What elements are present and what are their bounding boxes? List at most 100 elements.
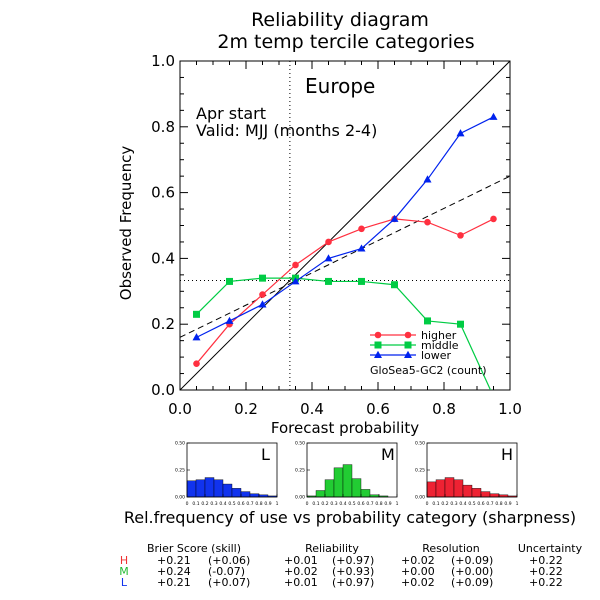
histogram-y-tick-label: 0.00 — [295, 495, 305, 501]
data-point-higher — [325, 238, 332, 246]
main-plot-area: 0.00.0 0.2 0.2 0.4 0.4 0.6 0.6 0.8 0.8 1.0 1.0 — [151, 52, 522, 418]
legend-marker-middle — [374, 341, 382, 349]
histogram-y-tick-label: 0.00 — [175, 495, 185, 501]
histogram-y-tick-label: 0.50 — [175, 441, 185, 447]
histogram-bar — [471, 488, 482, 498]
histogram-x-minor-label: 0.5 — [468, 501, 475, 507]
y-tick-label: 0.2 — [151, 315, 175, 333]
brier-skill-value: (+0.07) — [208, 576, 250, 589]
sharpness-panel-M: M 0.00 0.25 0.50 0 0.2 0.4 0.6 0.8 1 0.1 0.3 0.5 0.7 0… — [295, 441, 399, 508]
histogram-x-tick-label: 0.8 — [255, 501, 262, 507]
score-row-L: L +0.21 (+0.07) +0.01 (+0.97) +0.02 (+0.09) +0.… — [121, 576, 563, 589]
histogram-x-minor-label: 0.9 — [264, 501, 271, 507]
model-label: GloSea5-GC2 (count) — [370, 364, 487, 377]
uncertainty-value: +0.22 — [529, 554, 563, 567]
histogram-x-tick-label: 0.6 — [357, 501, 364, 507]
y-tick-label: 0.0 — [151, 381, 175, 399]
score-row-label: L — [121, 576, 128, 589]
reliability-value: +0.01 — [284, 554, 318, 567]
histogram-x-tick-label: 0.2 — [201, 501, 208, 507]
resolution-skill-value: (+0.00) — [451, 565, 493, 578]
resolution-skill-value: (+0.09) — [451, 554, 493, 567]
data-point-middle — [490, 393, 497, 400]
data-point-lower — [390, 214, 399, 222]
score-header: Uncertainty — [518, 542, 583, 555]
histogram-bar — [462, 484, 473, 498]
brier-skill-value: (-0.07) — [208, 565, 245, 578]
histogram-x-tick-label: 1 — [396, 501, 399, 507]
histogram-x-tick-label: 0.8 — [375, 501, 382, 507]
series-line-lower — [196, 116, 494, 338]
histogram-x-minor-label: 0.7 — [366, 501, 373, 507]
uncertainty-value: +0.22 — [529, 565, 563, 578]
histogram-x-tick-label: 0.2 — [321, 501, 328, 507]
resolution-value: +0.02 — [401, 576, 435, 589]
data-point-higher — [457, 232, 464, 239]
y-axis-label: Observed Frequency — [117, 146, 135, 301]
legend-label-lower: lower — [421, 349, 452, 362]
data-point-lower — [357, 244, 366, 252]
perfect-reliability-line — [179, 60, 511, 391]
histogram-bar — [213, 479, 224, 498]
data-point-lower — [291, 277, 300, 285]
data-point-higher — [424, 218, 431, 226]
chart-title: Reliability diagram — [251, 9, 429, 31]
valid-annotation: Valid: MJJ (months 2-4) — [196, 121, 377, 140]
reliability-value: +0.01 — [284, 576, 318, 589]
histogram-bar — [315, 490, 326, 498]
histogram-x-tick-label: 0.8 — [495, 501, 502, 507]
uncertainty-value: +0.22 — [529, 576, 563, 589]
regression-line — [180, 175, 510, 338]
data-point-lower — [225, 316, 234, 324]
sharpness-panel-H: H 0.00 0.25 0.50 0 0.2 0.4 0.6 0.8 1 0.1 0.3 0.5 0.7 0… — [415, 441, 519, 508]
score-header: Resolution — [422, 542, 480, 555]
histogram-bar — [342, 464, 353, 498]
histogram-x-minor-label: 0.5 — [228, 501, 235, 507]
histogram-bar — [426, 481, 437, 498]
histogram-y-tick-label: 0.00 — [415, 495, 425, 501]
score-header: Reliability — [305, 542, 359, 555]
score-table: Brier Score (skill) Reliability Resolution… — [119, 542, 582, 589]
data-point-middle — [457, 320, 464, 328]
histogram-bar — [444, 477, 455, 498]
histogram-bar — [360, 489, 371, 498]
score-row-H: H +0.21 (+0.06) +0.01 (+0.97) +0.02 (+0.09) +0.… — [120, 554, 563, 567]
score-row-M: M +0.24 (-0.07) +0.02 (+0.93) +0.00 (+0.00) +0.… — [119, 565, 562, 578]
histogram-category-letter: M — [381, 445, 395, 464]
histogram-bar — [186, 480, 197, 498]
reliability-value: +0.02 — [284, 565, 318, 578]
legend-label-higher: higher — [421, 329, 457, 342]
histogram-y-tick-label: 0.25 — [415, 468, 425, 474]
resolution-skill-value: (+0.09) — [451, 576, 493, 589]
data-point-middle — [325, 277, 332, 285]
legend-marker-lower — [404, 350, 412, 358]
histogram-y-tick-label: 0.50 — [415, 441, 425, 447]
histogram-bar — [480, 491, 491, 498]
sharpness-histograms: L0.000.250.500 0.2 0.4 0.6 0.8 10.1 0.3 0.5 0.7 0… — [175, 441, 519, 508]
series-line-higher — [196, 218, 494, 365]
histogram-x-minor-label: 0.3 — [450, 501, 457, 507]
resolution-value: +0.00 — [401, 565, 435, 578]
histogram-bar — [195, 479, 206, 498]
y-tick-label: 0.4 — [151, 249, 175, 267]
histogram-x-tick-label: 1 — [276, 501, 279, 507]
histogram-bar — [453, 479, 464, 498]
data-point-middle — [226, 277, 233, 285]
histogram-bar — [489, 493, 500, 498]
brier-skill-value: (+0.06) — [208, 554, 250, 567]
histogram-x-minor-label: 0.9 — [384, 501, 391, 507]
x-tick-label: 0.6 — [366, 400, 390, 418]
data-point-higher — [259, 291, 266, 298]
data-point-lower — [192, 333, 201, 341]
histogram-x-tick-label: 0.4 — [339, 501, 346, 507]
histogram-x-minor-label: 0.3 — [210, 501, 217, 507]
x-tick-label: 0.0 — [168, 400, 192, 418]
data-point-higher — [490, 215, 497, 223]
data-point-lower — [423, 175, 432, 183]
data-point-lower — [258, 300, 267, 308]
reliability-skill-value: (+0.97) — [332, 554, 374, 567]
sharpness-panel-L: L 0.00 0.25 0.50 0 0.2 0.4 0.6 0.8 1 0.1 0.3 0.5 0.7 0… — [175, 441, 279, 508]
region-label: Europe — [305, 74, 375, 98]
histogram-y-tick-label: 0.50 — [295, 441, 305, 447]
